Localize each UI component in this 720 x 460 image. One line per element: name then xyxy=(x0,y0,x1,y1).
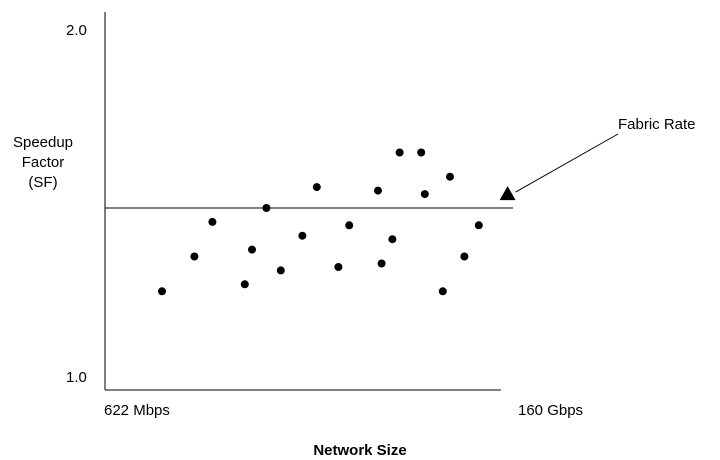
fabric-rate-marker xyxy=(499,186,516,201)
data-point xyxy=(474,221,483,230)
data-point xyxy=(208,217,217,226)
data-point xyxy=(395,148,404,157)
data-point xyxy=(417,148,426,157)
data-point xyxy=(248,245,256,254)
data-point xyxy=(298,231,307,240)
data-point xyxy=(420,190,429,199)
data-point xyxy=(460,252,469,261)
x-tick-label: 160 Gbps xyxy=(518,402,584,419)
y-axis-label-line: Factor xyxy=(21,154,65,171)
y-axis-label: Speedup Factor (SF) xyxy=(0,133,86,193)
data-point xyxy=(190,252,199,261)
data-point xyxy=(438,287,447,296)
data-point xyxy=(276,266,285,275)
y-axis-label-line: Speedup xyxy=(12,134,74,151)
x-tick-label: 622 Mbps xyxy=(104,402,170,419)
y-tick-label: 2.0 xyxy=(66,22,87,39)
y-tick-label: 1.0 xyxy=(66,369,87,386)
data-point xyxy=(158,287,166,296)
y-axis-label-line: (SF) xyxy=(28,174,58,191)
data-point xyxy=(374,186,382,195)
data-point xyxy=(262,204,271,212)
fabric-rate-annotation-arrow xyxy=(515,133,619,193)
data-point xyxy=(345,221,354,230)
data-point xyxy=(388,235,397,244)
data-point xyxy=(312,183,321,192)
data-point xyxy=(334,263,343,271)
fabric-rate-label: Fabric Rate xyxy=(618,116,696,133)
x-axis-label: Network Size xyxy=(313,442,407,459)
data-point xyxy=(377,259,386,268)
scatter-points xyxy=(158,148,483,296)
data-point xyxy=(240,280,249,289)
data-point xyxy=(446,172,454,181)
